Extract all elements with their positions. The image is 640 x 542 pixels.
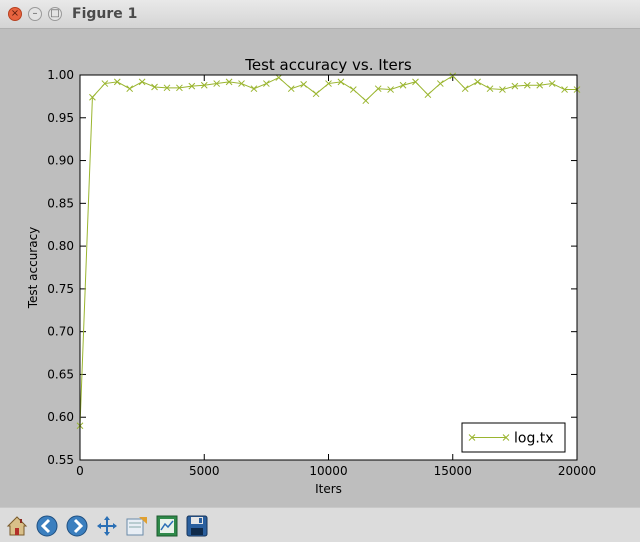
data-point [362, 97, 370, 105]
data-point [548, 80, 556, 87]
data-point [126, 85, 134, 93]
subplots-button[interactable] [153, 512, 181, 540]
data-point [213, 80, 221, 87]
data-point [412, 78, 419, 86]
data-point [337, 78, 345, 86]
data-point [287, 85, 295, 93]
save-button[interactable] [183, 512, 211, 540]
window-titlebar: × – □ Figure 1 [0, 0, 640, 29]
data-point [300, 81, 308, 88]
y-axis-label: Test accuracy [26, 227, 40, 310]
data-point [474, 78, 481, 86]
data-point [349, 86, 357, 93]
line-chart: Test accuracy vs. Iters Iters Test accurac… [26, 56, 596, 496]
figure-canvas[interactable]: Test accuracy vs. Iters Iters Test accurac… [0, 29, 640, 507]
data-point [561, 86, 568, 93]
legend-label: log.tx [514, 431, 554, 447]
data-point [523, 81, 531, 89]
y-tick-label: 0.65 [47, 367, 74, 381]
subplots-icon [156, 515, 178, 537]
data-point [461, 85, 469, 93]
y-tick-label: 1.00 [47, 68, 74, 82]
data-point [188, 82, 196, 90]
forward-icon [66, 515, 88, 537]
maximize-window-button[interactable]: □ [48, 7, 62, 21]
x-tick-label: 15000 [434, 464, 472, 478]
x-tick-label: 10000 [309, 464, 347, 478]
data-point [424, 91, 432, 99]
y-tick-label: 0.70 [47, 325, 74, 339]
y-tick-label: 0.80 [47, 239, 74, 253]
plot-background [80, 75, 577, 460]
chart-title: Test accuracy vs. Iters [244, 56, 412, 74]
pan-button[interactable] [93, 512, 121, 540]
save-icon [186, 515, 208, 537]
data-point [511, 82, 519, 90]
minimize-window-button[interactable]: – [28, 7, 42, 21]
data-point [250, 85, 258, 93]
data-point [101, 80, 109, 87]
data-point [312, 90, 320, 98]
data-point [449, 72, 457, 80]
y-tick-label: 0.90 [47, 154, 74, 168]
y-tick-label: 0.60 [47, 410, 74, 424]
x-tick-label: 5000 [189, 464, 220, 478]
data-point [238, 80, 245, 87]
data-point [399, 81, 407, 89]
data-point [163, 84, 171, 92]
plot-frame [79, 74, 578, 461]
zoom-button[interactable] [123, 512, 151, 540]
data-point [89, 93, 96, 101]
close-window-button[interactable]: × [8, 7, 22, 21]
data-point [486, 85, 494, 93]
pan-icon [97, 516, 117, 536]
x-tick-label: 20000 [558, 464, 596, 478]
back-button[interactable] [33, 512, 61, 540]
data-point [151, 83, 158, 91]
y-tick-label: 0.85 [47, 196, 74, 210]
window-title: Figure 1 [72, 6, 138, 22]
forward-button[interactable] [63, 512, 91, 540]
data-point [225, 78, 233, 86]
data-point [176, 84, 183, 92]
back-icon [36, 515, 58, 537]
data-point [275, 74, 283, 81]
navigation-toolbar [0, 507, 640, 542]
data-point [387, 86, 394, 93]
data-point [436, 80, 444, 87]
data-point [536, 81, 544, 89]
data-point [138, 78, 146, 86]
data-point [374, 85, 382, 93]
home-icon [6, 516, 28, 536]
data-point [499, 86, 506, 93]
y-tick-label: 0.55 [47, 453, 74, 467]
legend-marker [502, 434, 510, 441]
data-point [113, 78, 121, 86]
y-tick-label: 0.75 [47, 282, 74, 296]
legend-marker [468, 434, 476, 441]
data-point [325, 80, 332, 87]
home-button[interactable] [3, 512, 31, 540]
y-tick-label: 0.95 [47, 111, 74, 125]
x-axis-label: Iters [315, 482, 342, 496]
data-point [263, 80, 270, 87]
data-point [200, 81, 208, 89]
x-tick-label: 0 [76, 464, 84, 478]
zoom-icon [126, 517, 147, 536]
